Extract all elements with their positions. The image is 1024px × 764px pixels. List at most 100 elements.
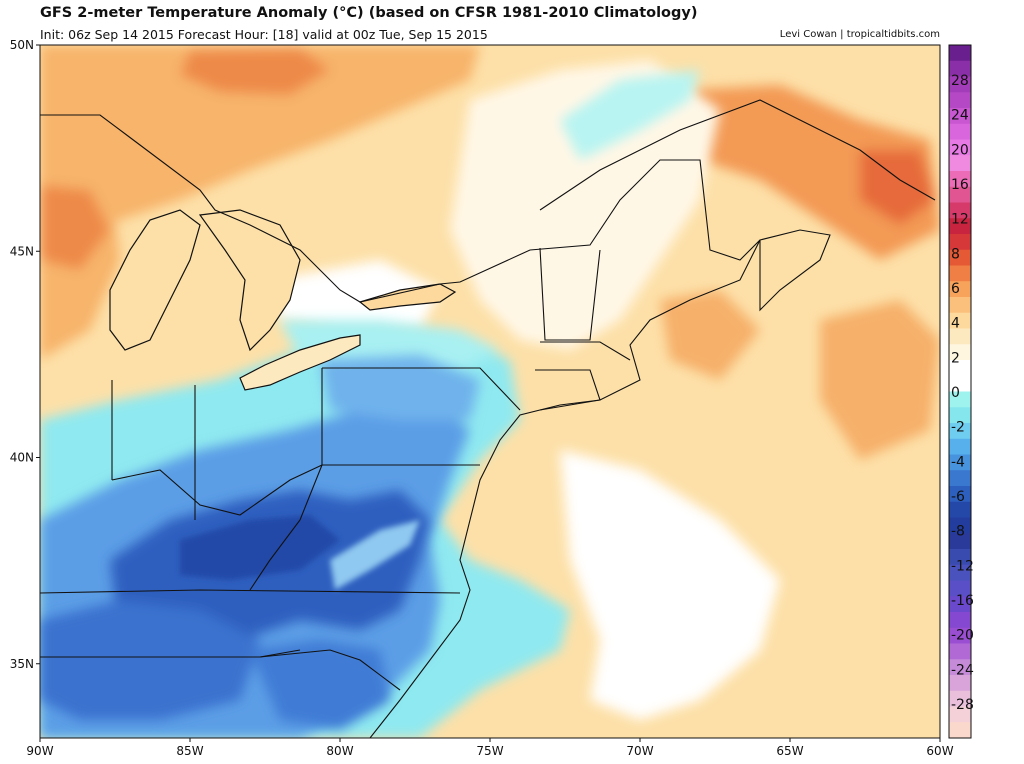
cold-zone-pa: [320, 355, 480, 420]
colorbar-swatch: [949, 123, 971, 140]
colorbar-swatch: [949, 675, 971, 692]
colorbar-label: 4: [951, 316, 960, 332]
colorbar-swatch: [949, 564, 971, 581]
coastline-east: [369, 239, 761, 738]
warm-zone-north: [40, 45, 480, 230]
colorbar-swatch: [949, 659, 971, 676]
lake-michigan: [109, 209, 201, 351]
colorbar-label: 28: [951, 73, 969, 89]
lake-huron: [198, 209, 301, 352]
lon-tick-label: 80W: [326, 744, 353, 758]
colorbar-swatch: [949, 92, 971, 109]
lake-erie: [239, 334, 361, 391]
colorbar-swatch: [949, 45, 971, 62]
colorbar-label: -20: [951, 628, 974, 644]
lon-tick-label: 70W: [626, 744, 653, 758]
lat-tick-label: 40N: [10, 451, 34, 465]
colorbar-swatch: [949, 517, 971, 534]
colorbar-swatch: [949, 186, 971, 203]
colorbar-swatch: [949, 155, 971, 172]
warm-zone-atlantic-east: [820, 300, 940, 460]
warm-zone-atlantic: [660, 290, 760, 380]
colorbar-swatch: [949, 265, 971, 282]
cold-core-carolina: [250, 640, 390, 730]
neutral-zone-lake-ontario: [270, 260, 440, 330]
colorbar-swatch: [949, 171, 971, 188]
coastline-gulf-st-lawrence: [539, 99, 936, 211]
state-line-nc-sc: [259, 649, 401, 691]
colorbar-label: 12: [951, 212, 969, 228]
state-line-va-wv: [249, 464, 323, 591]
map-subtitle: Init: 06z Sep 14 2015 Forecast Hour: [18…: [40, 27, 488, 42]
colorbar-swatch: [949, 407, 971, 424]
neutral-zone-newengland: [450, 60, 720, 350]
us-canada-border: [40, 114, 761, 303]
colorbar-label: 2: [951, 350, 960, 366]
neutral-zone-ocean: [560, 450, 780, 720]
lon-tick-label: 65W: [776, 744, 803, 758]
state-line-ma: [540, 341, 631, 361]
lake-ontario: [358, 283, 457, 311]
state-line-ohio-river: [111, 464, 323, 516]
state-line-pa-ny: [322, 367, 521, 411]
colorbar-swatch: [949, 297, 971, 314]
colorbar-label: 0: [951, 385, 960, 401]
colorbar-label: -28: [951, 697, 974, 713]
state-line-ky-tn: [40, 589, 461, 594]
colorbar-swatch: [949, 580, 971, 597]
hot-spot-superior: [40, 185, 110, 270]
colorbar-label: -8: [951, 524, 965, 540]
hot-spot-upper: [180, 48, 330, 95]
lon-tick-label: 90W: [26, 744, 53, 758]
lon-tick-label: 75W: [476, 744, 503, 758]
colorbar-swatch: [949, 328, 971, 345]
colorbar-swatch: [949, 218, 971, 235]
colorbar-swatch: [949, 549, 971, 566]
colorbar-label: 6: [951, 281, 960, 297]
colorbar-frame: [948, 44, 972, 739]
colorbar-swatch: [949, 312, 971, 329]
colorbar-swatch: [949, 375, 971, 392]
colorbar-swatch: [949, 643, 971, 660]
lon-tick-label: 60W: [926, 744, 953, 758]
colorbar-label: -16: [951, 593, 974, 609]
cold-core-deep: [180, 515, 340, 580]
colorbar-swatch: [949, 360, 971, 377]
lat-tick-label: 50N: [10, 38, 34, 52]
colorbar-swatch: [949, 76, 971, 93]
colorbar-swatch: [949, 391, 971, 408]
anomaly-field: [40, 45, 940, 738]
cool-streak-maine: [560, 70, 700, 160]
cold-streak-virginia: [330, 520, 420, 590]
axis-ticks: 50N 45N 40N 35N 90W 85W 80W 75W 70W 65W 60W: [10, 38, 954, 758]
colorbar-swatch: [949, 344, 971, 361]
colorbar-swatch: [949, 249, 971, 266]
lon-tick-label: 85W: [176, 744, 203, 758]
state-line-ct-ri: [535, 369, 601, 411]
colorbar-swatch: [949, 722, 971, 739]
colorbar-label: 24: [951, 108, 969, 124]
colorbar-swatch: [949, 470, 971, 487]
state-line-vt-nh: [539, 247, 601, 341]
colorbar-swatch: [949, 501, 971, 518]
colorbar-swatch: [949, 202, 971, 219]
cold-core-tennessee: [40, 600, 260, 720]
warm-zone-maritimes: [690, 85, 940, 260]
colorbar-label: -6: [951, 489, 965, 505]
colorbar-swatch: [949, 108, 971, 125]
map-title: GFS 2-meter Temperature Anomaly (°C) (ba…: [40, 5, 698, 21]
colorbar-label: -4: [951, 454, 965, 470]
colorbar-swatch: [949, 281, 971, 298]
colorbar-swatch: [949, 454, 971, 471]
colorbar-label: -12: [951, 558, 974, 574]
colorbar-label: 16: [951, 177, 969, 193]
credit-text: Levi Cowan | tropicaltidbits.com: [779, 29, 940, 40]
boundaries: [40, 99, 936, 738]
colorbar-swatch: [949, 627, 971, 644]
colorbar-label: 20: [951, 142, 969, 158]
colorbar-label: -2: [951, 420, 965, 436]
colorbar-swatch: [949, 234, 971, 251]
colorbar-label: -24: [951, 662, 974, 678]
